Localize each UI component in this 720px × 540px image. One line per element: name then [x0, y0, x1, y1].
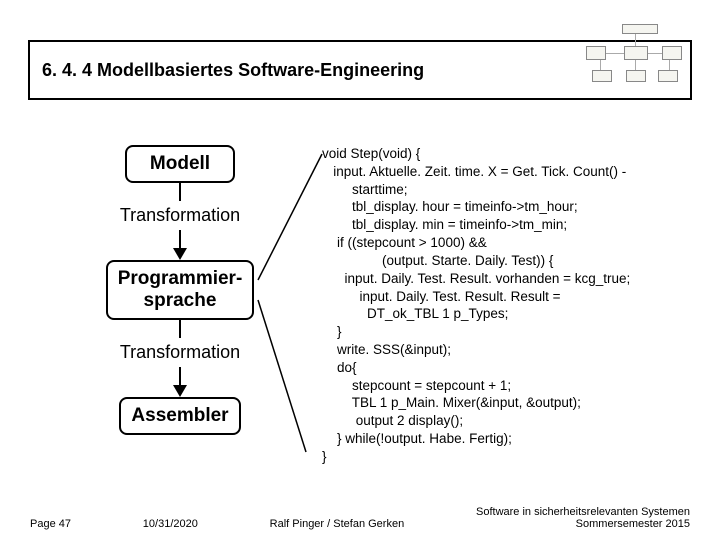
- code-line: starttime;: [322, 182, 408, 197]
- code-line: tbl_display. min = timeinfo->tm_min;: [322, 217, 567, 232]
- slide-title: 6. 4. 4 Modellbasiertes Software-Enginee…: [42, 60, 424, 81]
- code-line: write. SSS(&input);: [322, 342, 451, 357]
- slide-footer: Page 47 10/31/2020 Ralf Pinger / Stefan …: [30, 506, 690, 530]
- mini-box: [586, 46, 606, 60]
- code-line: (output. Starte. Daily. Test)) {: [322, 253, 553, 268]
- mini-line: [635, 60, 636, 70]
- mini-box: [592, 70, 612, 82]
- mini-line: [606, 53, 624, 54]
- flow-column: Modell Transformation Programmier- sprac…: [90, 145, 270, 435]
- arrow-shaft: [179, 230, 181, 248]
- code-line: } while(!output. Habe. Fertig);: [322, 431, 512, 446]
- code-line: TBL 1 p_Main. Mixer(&input, &output);: [322, 395, 581, 410]
- code-line: }: [322, 324, 342, 339]
- arrow-shaft: [179, 367, 181, 385]
- flow-label-transform2: Transformation: [90, 342, 270, 363]
- code-line: output 2 display();: [322, 413, 463, 428]
- code-line: }: [322, 449, 327, 464]
- flow-box-modell: Modell: [125, 145, 235, 183]
- code-line: input. Daily. Test. Result. Result =: [322, 289, 560, 304]
- mini-box: [662, 46, 682, 60]
- mini-box: [624, 46, 648, 60]
- code-line: do{: [322, 360, 357, 375]
- arrow-head-icon: [173, 248, 187, 260]
- code-line: void Step(void) {: [322, 146, 420, 161]
- mini-line: [635, 34, 636, 46]
- footer-right-line2: Sommersemester 2015: [576, 518, 690, 530]
- arrow-shaft: [179, 320, 181, 338]
- arrow-head-icon: [173, 385, 187, 397]
- code-line: if ((stepcount > 1000) &&: [322, 235, 487, 250]
- footer-date: 10/31/2020: [143, 518, 198, 530]
- footer-right: Software in sicherheitsrelevanten System…: [476, 506, 690, 530]
- mini-line: [669, 60, 670, 70]
- mini-line: [648, 53, 662, 54]
- mini-box: [622, 24, 658, 34]
- footer-page: Page 47: [30, 518, 71, 530]
- footer-right-line1: Software in sicherheitsrelevanten System…: [476, 506, 690, 518]
- flow-box-text-line1: Programmier-: [118, 268, 243, 289]
- code-line: input. Aktuelle. Zeit. time. X = Get. Ti…: [322, 164, 626, 179]
- flow-box-assembler: Assembler: [119, 397, 240, 435]
- footer-center: Ralf Pinger / Stefan Gerken: [270, 518, 405, 530]
- code-line: tbl_display. hour = timeinfo->tm_hour;: [322, 199, 578, 214]
- flow-box-programmiersprache: Programmier- sprache: [106, 260, 255, 320]
- code-line: DT_ok_TBL 1 p_Types;: [322, 306, 508, 321]
- mini-line: [600, 60, 601, 70]
- corner-mini-diagram: [586, 24, 684, 88]
- mini-box: [658, 70, 678, 82]
- arrow-shaft: [179, 183, 181, 201]
- mini-box: [626, 70, 646, 82]
- flow-box-text-line2: sprache: [144, 290, 217, 311]
- flow-label-transform1: Transformation: [90, 205, 270, 226]
- code-line: stepcount = stepcount + 1;: [322, 378, 511, 393]
- code-line: input. Daily. Test. Result. vorhanden = …: [322, 271, 630, 286]
- code-snippet: void Step(void) { input. Aktuelle. Zeit.…: [322, 145, 692, 466]
